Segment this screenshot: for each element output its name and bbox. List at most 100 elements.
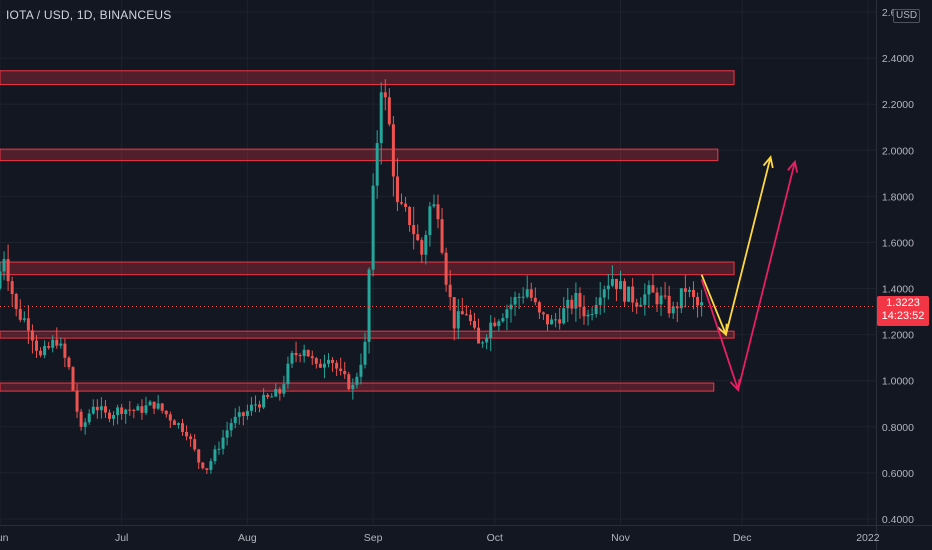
candle-body xyxy=(671,306,675,314)
candle-body xyxy=(201,462,205,469)
candle-body xyxy=(35,340,38,351)
y-tick-label: 0.8000 xyxy=(882,422,914,434)
candle-body xyxy=(318,363,322,368)
candle-body xyxy=(460,311,464,315)
candle-body xyxy=(533,297,537,303)
bar-countdown: 14:23:52 xyxy=(881,310,925,322)
candle-body xyxy=(128,409,132,411)
candle-body xyxy=(379,92,383,144)
candle-body xyxy=(679,288,683,309)
candle-body xyxy=(26,318,30,331)
candle-body xyxy=(477,327,481,344)
candle-body xyxy=(639,304,643,307)
candle-body xyxy=(343,371,347,375)
candle-body xyxy=(18,308,22,320)
candle-body xyxy=(132,410,136,412)
candle-body xyxy=(63,343,67,358)
candle-body xyxy=(408,206,412,226)
candle-body xyxy=(395,176,399,203)
candle-body xyxy=(335,362,339,369)
currency-badge[interactable]: USD xyxy=(893,9,921,23)
candle-body xyxy=(0,271,2,289)
candle-body xyxy=(233,416,237,424)
candle-body xyxy=(359,364,363,377)
projection-arrows xyxy=(700,155,799,392)
y-tick-label: 1.4000 xyxy=(882,284,914,296)
candle-body xyxy=(655,292,659,305)
candle-body xyxy=(452,297,456,329)
candle-body xyxy=(643,294,647,305)
candle-body xyxy=(39,350,43,356)
candle-body xyxy=(619,281,622,290)
candle-body xyxy=(493,322,497,326)
zone-box xyxy=(0,70,735,86)
candle-body xyxy=(67,357,71,368)
candle-body xyxy=(440,219,444,253)
x-tick-label: Sep xyxy=(364,532,383,544)
candle-body xyxy=(217,448,221,450)
candle-body xyxy=(513,297,517,305)
candle-body xyxy=(168,414,172,421)
candle-body xyxy=(294,352,298,356)
symbol-title[interactable]: IOTA / USD, 1D, BINANCEUS xyxy=(6,8,172,22)
candle-body xyxy=(631,286,635,303)
candlestick-series xyxy=(0,79,704,475)
candle-body xyxy=(367,269,371,342)
crimson-arrow-head xyxy=(729,378,741,392)
candle-body xyxy=(387,97,391,125)
last-price-value: 1.3223 xyxy=(886,297,920,309)
candle-body xyxy=(144,405,148,413)
candle-body xyxy=(610,278,614,286)
candle-body xyxy=(79,411,83,427)
candle-body xyxy=(298,355,302,357)
zone-box xyxy=(0,330,735,339)
candle-body xyxy=(120,407,124,414)
zone-box xyxy=(0,261,735,276)
candle-body xyxy=(590,313,594,315)
candle-body xyxy=(606,285,610,290)
candle-body xyxy=(464,314,468,316)
candle-body xyxy=(424,235,428,255)
candle-body xyxy=(623,281,627,302)
y-tick-label: 2.2000 xyxy=(882,99,914,111)
candle-body xyxy=(290,352,294,364)
candle-body xyxy=(521,296,525,298)
candle-body xyxy=(550,319,554,325)
candle-body xyxy=(635,302,639,307)
candle-body xyxy=(306,349,310,357)
price-axis[interactable]: 0.4000 0.6000 0.8000 1.0000 1.2000 1.4000 1.60… xyxy=(876,0,915,550)
candle-body xyxy=(254,404,257,406)
y-tick-label: 1.2000 xyxy=(882,330,914,342)
y-tick-label: 1.8000 xyxy=(882,191,914,203)
candle-body xyxy=(651,285,655,293)
candle-body xyxy=(241,412,245,416)
candle-body xyxy=(262,394,266,408)
candle-body xyxy=(99,406,103,411)
candle-body xyxy=(266,394,270,398)
candle-body xyxy=(164,410,168,415)
candle-body xyxy=(112,415,116,419)
candle-body xyxy=(83,422,87,427)
candle-body xyxy=(436,204,440,220)
candle-body xyxy=(30,330,34,341)
candle-body xyxy=(310,356,314,359)
candle-body xyxy=(517,296,521,298)
x-tick-label: Oct xyxy=(487,532,503,544)
candle-body xyxy=(185,431,189,437)
candle-body xyxy=(225,430,229,438)
candle-body xyxy=(322,363,326,368)
candle-body xyxy=(456,311,460,329)
candle-body xyxy=(22,318,26,320)
y-tick-label: 1.0000 xyxy=(882,376,914,388)
candle-body xyxy=(181,423,184,432)
time-axis[interactable]: Jun Jul Aug Sep Oct Nov Dec 2022 xyxy=(0,525,932,545)
x-tick-label: Nov xyxy=(611,532,630,544)
resistance-support-zones xyxy=(0,70,735,392)
candle-body xyxy=(59,343,63,346)
candle-body xyxy=(529,289,533,298)
candle-body xyxy=(582,306,586,317)
candle-body xyxy=(258,404,262,408)
candle-body xyxy=(570,299,574,309)
candle-body xyxy=(594,304,598,314)
